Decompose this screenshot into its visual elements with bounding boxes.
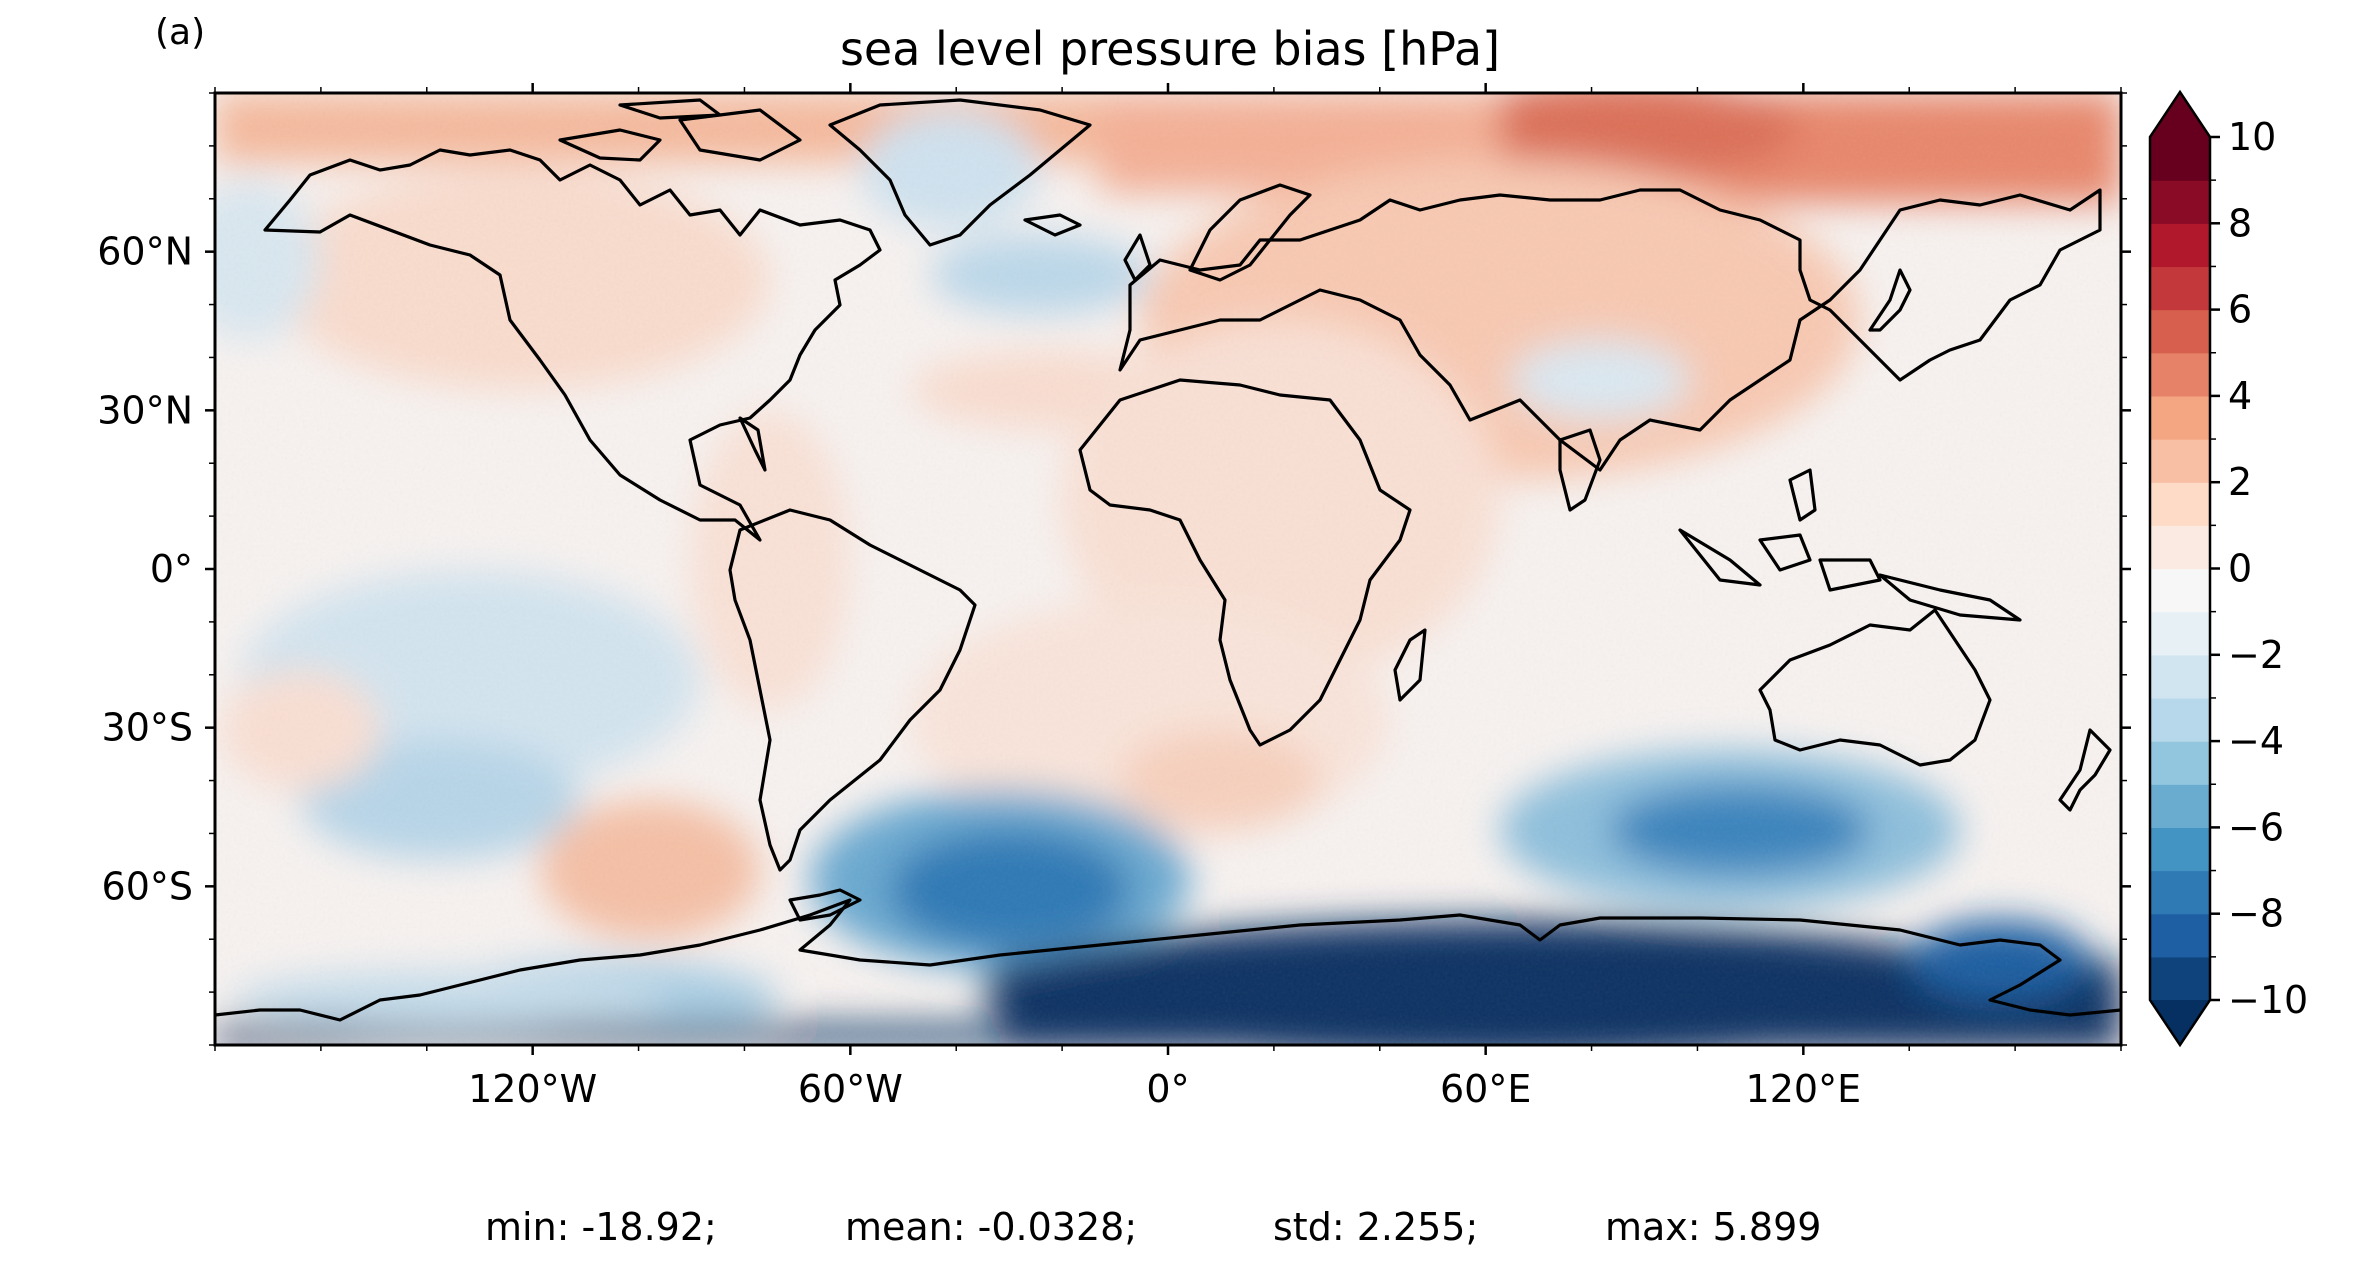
lon-tick-label: 120°W: [468, 1067, 597, 1111]
bias-field: [215, 93, 2121, 1045]
colorbar: 10 8 6 4 2 0 −2 −4 −6 −8 −10: [2148, 89, 2308, 1048]
colorbar-segment: [2150, 913, 2210, 958]
lat-tick-label: 0°: [150, 547, 193, 591]
coast-madagascar: [1393, 628, 1427, 702]
colorbar-tick-label: 4: [2228, 374, 2252, 418]
colorbar-tick-label: 0: [2228, 547, 2252, 591]
colorbar-segment: [2150, 266, 2210, 311]
lon-tick-label: 0°: [1146, 1067, 1189, 1111]
colorbar-segment: [2150, 352, 2210, 397]
coast-arctic-islands: [558, 98, 802, 162]
stat-mean: mean: -0.0328;: [845, 1205, 1138, 1249]
colorbar-tick-label: −2: [2228, 633, 2284, 677]
lat-tick-label: 30°S: [102, 706, 193, 750]
colorbar-tick-label: 10: [2228, 115, 2276, 159]
coast-scandinavia: [1188, 183, 1312, 282]
colorbar-tick-label: −10: [2228, 978, 2308, 1022]
colorbar-segment: [2150, 223, 2210, 268]
colorbar-extend-min: [2150, 1000, 2210, 1045]
colorbar-tick-label: 6: [2228, 288, 2252, 332]
coast-india: [1558, 428, 1602, 512]
colorbar-segment: [2150, 439, 2210, 483]
colorbar-segment: [2150, 827, 2210, 872]
coast-south-america: [728, 508, 977, 872]
lat-tick-label: 30°N: [97, 388, 193, 432]
coast-new-zealand: [2058, 728, 2112, 812]
colorbar-segment: [2150, 568, 2210, 613]
colorbar-extend-max: [2150, 92, 2210, 137]
coast-africa: [1078, 378, 1412, 747]
coast-eurasia: [1118, 188, 2102, 472]
coast-uk: [1123, 233, 1152, 282]
colorbar-segment: [2150, 741, 2210, 785]
colorbar-segment: [2150, 870, 2210, 915]
coast-florida: [738, 416, 767, 472]
coast-antarctic-peninsula: [788, 888, 862, 922]
lon-tick-label: 120°E: [1746, 1067, 1862, 1111]
colorbar-tick-label: −6: [2228, 805, 2284, 849]
colorbar-segment: [2150, 956, 2210, 1001]
colorbar-segment: [2150, 395, 2210, 440]
colorbar-segment: [2150, 697, 2210, 742]
panel-label: (a): [155, 12, 206, 53]
colorbar-segment: [2150, 525, 2210, 570]
colorbar-segment: [2150, 611, 2210, 656]
coast-se-asia: [1678, 468, 2022, 622]
colorbar-segment: [2150, 180, 2210, 224]
coast-greenland: [828, 98, 1092, 247]
coast-australia: [1758, 608, 1992, 767]
stat-std: std: 2.255;: [1273, 1205, 1479, 1249]
coast-japan: [1868, 268, 1912, 332]
coast-iceland: [1023, 213, 1082, 237]
colorbar-tick-label: −4: [2228, 719, 2284, 763]
colorbar-tick-label: 8: [2228, 201, 2252, 245]
coastlines: [215, 98, 2121, 1022]
coast-antarctica: [215, 898, 2121, 1022]
colorbar-segment: [2150, 482, 2210, 526]
map-title: sea level pressure bias [hPa]: [839, 22, 1501, 76]
colorbar-tick-label: 2: [2228, 460, 2252, 504]
lon-tick-label: 60°E: [1440, 1067, 1531, 1111]
colorbar-segment: [2150, 784, 2210, 828]
colorbar-tick-label: −8: [2228, 892, 2284, 936]
stat-min: min: -18.92;: [485, 1205, 717, 1249]
coast-north-america: [263, 148, 882, 542]
latitude-ticks: 60°N 30°N 0° 30°S 60°S: [97, 92, 2131, 1046]
lon-tick-label: 60°W: [798, 1067, 903, 1111]
colorbar-segment: [2150, 137, 2210, 181]
colorbar-segment: [2150, 654, 2210, 699]
stat-max: max: 5.899: [1605, 1205, 1822, 1249]
lat-tick-label: 60°S: [102, 864, 193, 908]
lat-tick-label: 60°N: [97, 230, 193, 274]
colorbar-segment: [2150, 309, 2210, 354]
longitude-ticks: 120°W 60°W 0° 60°E 120°E: [214, 83, 2122, 1111]
